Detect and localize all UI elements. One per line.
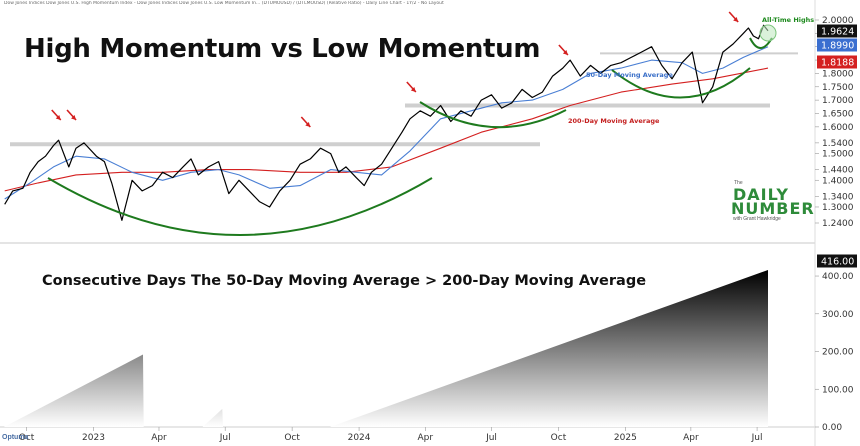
y-tick-label-lower: 200.00 (822, 348, 854, 358)
consecutive-days-fill (4, 270, 768, 427)
red-arrow-head (71, 115, 77, 120)
red-arrow-head (733, 17, 739, 22)
y-tick-label: 1.5400 (822, 139, 854, 149)
arrow-annotations (51, 11, 739, 128)
x-tick-label: Oct (551, 433, 567, 443)
ratio-line (4, 24, 769, 221)
y-tick-label-lower: 100.00 (822, 385, 854, 395)
x-tick-label: Jul (219, 433, 231, 443)
all-time-highs-label: All-Time Highs (762, 16, 814, 24)
consecutive-days-area (4, 270, 768, 427)
y-tick-label-lower: 400.00 (822, 272, 854, 282)
y-tick-label: 1.7500 (822, 83, 854, 93)
arc-bottom-2023 (47, 177, 433, 236)
x-tick-label: Oct (284, 433, 300, 443)
y-tick-label: 1.7000 (822, 96, 854, 106)
chart-header: Dow Jones Indices Dow Jones U.S. High Mo… (4, 1, 444, 6)
red-arrow-head (305, 122, 311, 127)
y-tick-label: 1.6000 (822, 123, 854, 133)
x-tick-label: Apr (418, 433, 434, 443)
y-tick-label: 1.5000 (822, 150, 854, 160)
logo-number: NUMBER (731, 199, 815, 218)
optuma-brand: Optuma (2, 434, 29, 441)
x-axis-ticks: Oct 2023 Apr Jul Oct 2024 Apr Jul Oct 2025 Apr Jul (19, 427, 763, 443)
ma50-line (4, 46, 769, 200)
y-tick-label: 1.4400 (822, 166, 854, 176)
y-tick-label: 2.0000 (822, 16, 854, 26)
badge-ratio-bg (817, 24, 857, 38)
y-tick-label: 1.8000 (822, 69, 854, 79)
logo-with: with Grant Hawkridge (733, 216, 781, 222)
logo-the: The (734, 180, 743, 186)
last-value-badges: 1.9624 1.8990 1.8188 416.00 (817, 24, 857, 268)
arc-annotations (47, 24, 777, 236)
badge-consecutive: 416.00 (821, 257, 854, 268)
y-tick-label-lower: 300.00 (822, 310, 854, 320)
daily-number-logo: The DAILY NUMBER with Grant Hawkridge (728, 178, 828, 228)
y-tick-label: 1.2400 (822, 219, 854, 229)
x-tick-label: Jul (751, 433, 763, 443)
badge-ma50-bg (817, 38, 857, 52)
arc-2024-base (419, 101, 567, 129)
badge-ratio: 1.9624 (821, 27, 854, 38)
y-tick-label: 1.6500 (822, 109, 854, 119)
ma200-line (4, 67, 769, 192)
badge-consecutive-bg (817, 254, 857, 268)
badge-ma50: 1.8990 (821, 41, 854, 52)
ma50-label: 50-Day Moving Average (586, 71, 673, 79)
x-tick-label: Apr (683, 433, 699, 443)
x-tick-label: Jul (485, 433, 497, 443)
x-tick-label: Apr (151, 433, 167, 443)
ath-highlight-circle (759, 24, 777, 42)
y-tick-label: 1.3000 (822, 203, 854, 213)
panel-subtitle: Consecutive Days The 50-Day Moving Avera… (42, 273, 647, 289)
red-arrow-head (562, 50, 568, 55)
red-arrow-head (55, 115, 61, 120)
x-tick-label: 2024 (348, 433, 371, 443)
ma50-line-group (4, 46, 769, 200)
arc-2025-base (611, 67, 751, 99)
ma200-line-group (4, 67, 769, 192)
y-tick-label-lower: 0.00 (822, 423, 842, 433)
ma200-label: 200-Day Moving Average (568, 117, 660, 125)
badge-ma200-bg (817, 55, 857, 69)
x-tick-label: 2025 (614, 433, 637, 443)
x-tick-label: Oct (19, 433, 35, 443)
logo-daily: DAILY (733, 185, 789, 204)
chart-title: High Momentum vs Low Momentum (24, 34, 541, 64)
ratio-line-group (4, 24, 769, 221)
red-arrow-head (410, 87, 416, 92)
y-tick-label: 1.3400 (822, 192, 854, 202)
x-tick-label: 2023 (82, 433, 105, 443)
badge-ma200: 1.8188 (821, 58, 854, 69)
y-tick-label: 1.4000 (822, 176, 854, 186)
